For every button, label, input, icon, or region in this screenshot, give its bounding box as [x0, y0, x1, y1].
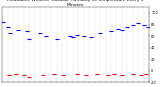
Title: Milwaukee Weather Outdoor Humidity vs Temperature Every 5 Minutes: Milwaukee Weather Outdoor Humidity vs Te…	[7, 0, 144, 7]
